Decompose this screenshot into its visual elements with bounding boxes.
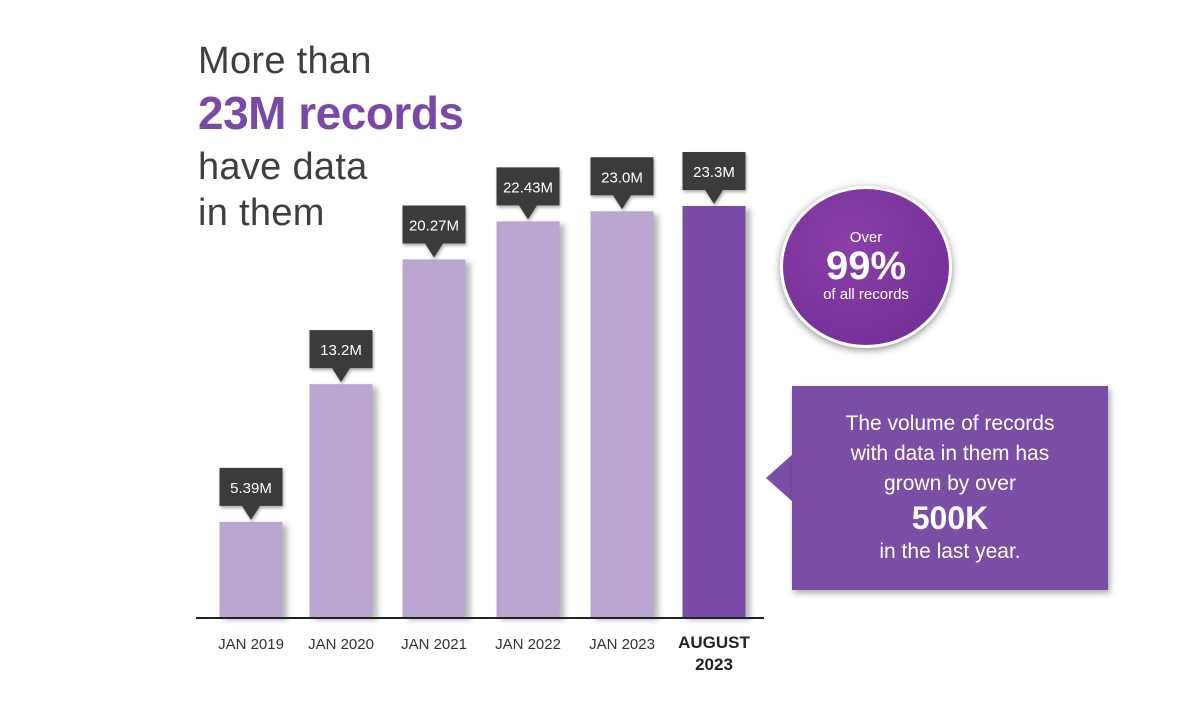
badge-over-text: Over [849, 229, 883, 246]
badge-caption: of all records [823, 286, 909, 303]
headline-line-1: More than [198, 40, 372, 82]
callout-emphasis: 500K [911, 500, 989, 536]
callout-line-1: The volume of records [845, 412, 1055, 435]
x-tick-label: JAN 2023 [589, 636, 655, 653]
data-label-tag: 23.3M [682, 152, 746, 204]
x-tick-label: JAN 2021 [401, 636, 467, 653]
headline-emphasis: 23M records [198, 87, 464, 139]
data-label-tag: 5.39M [219, 467, 283, 520]
bar-august-2023 [682, 206, 746, 617]
bar-jan-2021 [402, 259, 466, 617]
data-label: 20.27M [409, 217, 459, 234]
data-label: 22.43M [503, 179, 553, 196]
callout-line-2: with data in them has [850, 442, 1050, 465]
data-label: 23.3M [693, 164, 735, 181]
bar-jan-2022 [496, 221, 560, 617]
callout-line-3: grown by over [884, 472, 1016, 495]
headline-line-4: in them [198, 192, 325, 234]
bar-jan-2020 [309, 384, 373, 617]
growth-callout: The volume of records with data in them … [766, 386, 1108, 590]
bar-jan-2019 [219, 521, 283, 617]
data-label-tag: 20.27M [402, 205, 466, 258]
data-label: 23.0M [601, 169, 643, 186]
x-tick-label: JAN 2020 [308, 636, 374, 653]
percentage-badge: Over 99% of all records [780, 186, 952, 348]
x-tick-label: 2023 [695, 655, 733, 674]
data-label: 13.2M [320, 342, 362, 359]
headline-line-3: have data [198, 146, 368, 188]
x-tick-label: AUGUST [678, 633, 750, 652]
x-tick-label: JAN 2019 [218, 636, 284, 653]
bar-jan-2023 [590, 211, 654, 617]
data-label-tag: 13.2M [309, 330, 373, 383]
data-label: 5.39M [230, 480, 272, 497]
data-label-tag: 23.0M [590, 157, 654, 210]
x-tick-label: JAN 2022 [495, 636, 561, 653]
headline: More than 23M records have data in them [198, 38, 464, 236]
callout-box: The volume of records with data in them … [792, 386, 1108, 590]
callout-pointer [766, 454, 793, 502]
callout-tail: in the last year. [879, 540, 1021, 563]
data-label-tag: 22.43M [496, 167, 560, 220]
badge-percentage: 99% [825, 244, 907, 288]
